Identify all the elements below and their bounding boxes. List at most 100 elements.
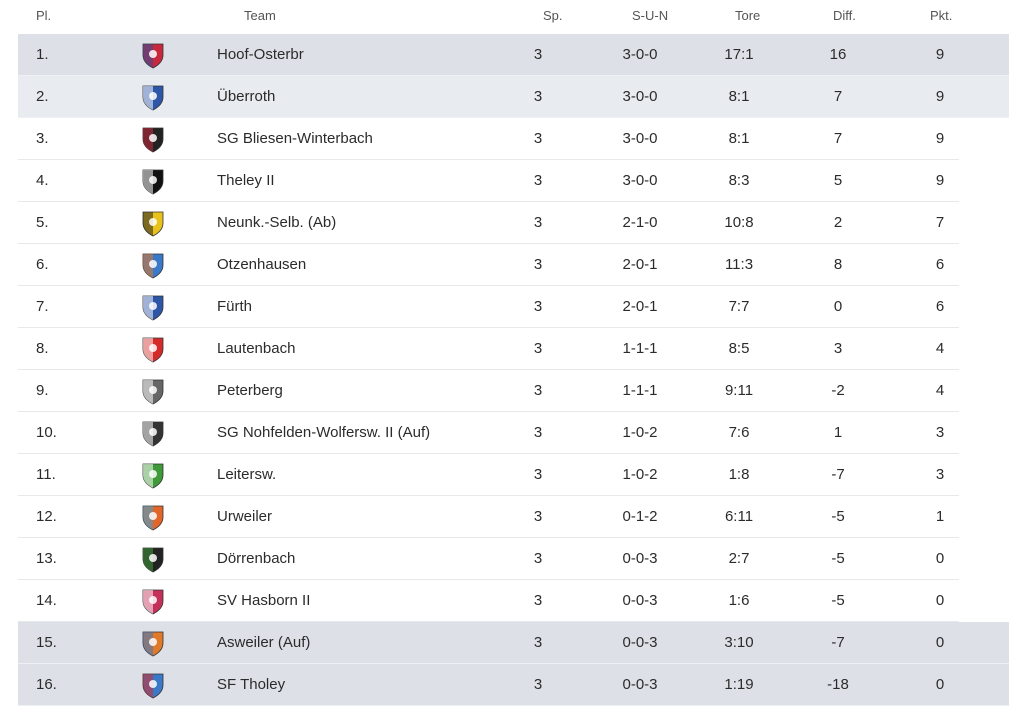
- team-name-link[interactable]: SG Bliesen-Winterbach: [217, 130, 373, 147]
- row-divider: [18, 159, 959, 160]
- goals-cell: 2:7: [728, 550, 750, 567]
- table-row[interactable]: 11. Leitersw. 3 1-0-2 1:8 -7 3: [18, 454, 1009, 496]
- points-cell: 7: [935, 214, 945, 231]
- leitersw-crest-icon: [139, 461, 167, 489]
- difference-cell: -18: [827, 676, 849, 693]
- wdl-cell: 0-0-3: [622, 634, 658, 651]
- difference-cell: 16: [829, 46, 847, 63]
- points-cell: 1: [935, 508, 945, 525]
- wdl-cell: 3-0-0: [622, 130, 658, 147]
- points-cell: 0: [935, 592, 945, 609]
- table-row[interactable]: 1. Hoof-Osterbr 3 3-0-0 17:1 16 9: [18, 34, 1009, 76]
- table-row[interactable]: 10. SG Nohfelden-Wolfersw. II (Auf) 3 1-0-2…: [18, 412, 1009, 454]
- table-row[interactable]: 15. Asweiler (Auf) 3 0-0-3 3:10 -7 0: [18, 622, 1009, 664]
- theley-crest-icon: [139, 167, 167, 195]
- difference-cell: 0: [833, 298, 843, 315]
- row-divider: [18, 369, 959, 370]
- wdl-cell: 0-1-2: [622, 508, 658, 525]
- wdl-cell: 2-0-1: [622, 256, 658, 273]
- asweiler-crest-icon: [139, 629, 167, 657]
- wdl-cell: 1-1-1: [622, 340, 658, 357]
- games-cell: 3: [533, 466, 543, 483]
- games-cell: 3: [533, 550, 543, 567]
- row-divider: [18, 579, 959, 580]
- team-name-link[interactable]: Lautenbach: [217, 340, 296, 357]
- team-name-link[interactable]: Peterberg: [217, 382, 283, 399]
- hasborn-crest-icon: [139, 587, 167, 615]
- team-name-link[interactable]: Hoof-Osterbr: [217, 46, 304, 63]
- header-difference: Diff.: [833, 8, 856, 23]
- place-cell: 1.: [36, 46, 49, 63]
- table-row[interactable]: 9. Peterberg 3 1-1-1 9:11 -2 4: [18, 370, 1009, 412]
- table-row[interactable]: 7. Fürth 3 2-0-1 7:7 0 6: [18, 286, 1009, 328]
- table-row[interactable]: 16. SF Tholey 3 0-0-3 1:19 -18 0: [18, 664, 1009, 706]
- team-name-link[interactable]: SF Tholey: [217, 676, 286, 693]
- goals-cell: 7:7: [728, 298, 750, 315]
- goals-cell: 7:6: [728, 424, 750, 441]
- wdl-cell: 3-0-0: [622, 88, 658, 105]
- table-row[interactable]: 4. Theley II 3 3-0-0 8:3 5 9: [18, 160, 1009, 202]
- goals-cell: 8:5: [728, 340, 750, 357]
- team-name-link[interactable]: Leitersw.: [217, 466, 277, 483]
- row-divider: [18, 705, 1009, 706]
- table-row[interactable]: 12. Urweiler 3 0-1-2 6:11 -5 1: [18, 496, 1009, 538]
- table-row[interactable]: 5. Neunk.-Selb. (Ab) 3 2-1-0 10:8 2 7: [18, 202, 1009, 244]
- place-cell: 9.: [36, 382, 49, 399]
- hoof-osterbr-crest-icon: [139, 41, 167, 69]
- sf-tholey-crest-icon: [139, 671, 167, 699]
- place-cell: 2.: [36, 88, 49, 105]
- difference-cell: -5: [831, 592, 845, 609]
- goals-cell: 1:6: [728, 592, 750, 609]
- points-cell: 0: [935, 550, 945, 567]
- points-cell: 6: [935, 298, 945, 315]
- table-row[interactable]: 3. SG Bliesen-Winterbach 3 3-0-0 8:1 7 9: [18, 118, 1009, 160]
- goals-cell: 10:8: [724, 214, 754, 231]
- doerrenbach-sfd-crest-icon: [139, 545, 167, 573]
- games-cell: 3: [533, 130, 543, 147]
- table-row[interactable]: 2. Überroth 3 3-0-0 8:1 7 9: [18, 76, 1009, 118]
- team-name-link[interactable]: Überroth: [217, 88, 276, 105]
- row-divider: [18, 663, 1009, 664]
- team-name-link[interactable]: Otzenhausen: [217, 256, 307, 273]
- points-cell: 9: [935, 46, 945, 63]
- games-cell: 3: [533, 46, 543, 63]
- goals-cell: 9:11: [724, 382, 754, 399]
- row-divider: [18, 621, 959, 622]
- place-cell: 5.: [36, 214, 49, 231]
- goals-cell: 11:3: [724, 256, 754, 273]
- row-divider: [18, 75, 1009, 76]
- wdl-cell: 1-1-1: [622, 382, 658, 399]
- games-cell: 3: [533, 508, 543, 525]
- team-name-link[interactable]: SG Nohfelden-Wolfersw. II (Auf): [217, 424, 431, 441]
- team-name-link[interactable]: Neunk.-Selb. (Ab): [217, 214, 337, 231]
- team-name-link[interactable]: Urweiler: [217, 508, 273, 525]
- team-name-link[interactable]: Theley II: [217, 172, 275, 189]
- header-team: Team: [244, 8, 276, 23]
- points-cell: 9: [935, 88, 945, 105]
- table-row[interactable]: 6. Otzenhausen 3 2-0-1 11:3 8 6: [18, 244, 1009, 286]
- otzenhausen-crest-icon: [139, 251, 167, 279]
- team-name-link[interactable]: SV Hasborn II: [217, 592, 311, 609]
- games-cell: 3: [533, 676, 543, 693]
- row-divider: [18, 117, 1009, 118]
- row-divider: [18, 411, 959, 412]
- place-cell: 11.: [36, 466, 56, 483]
- row-divider: [18, 537, 959, 538]
- row-divider: [18, 243, 959, 244]
- team-name-link[interactable]: Dörrenbach: [217, 550, 296, 567]
- place-cell: 12.: [36, 508, 57, 525]
- team-name-link[interactable]: Asweiler (Auf): [217, 634, 311, 651]
- place-cell: 8.: [36, 340, 49, 357]
- team-name-link[interactable]: Fürth: [217, 298, 253, 315]
- goals-cell: 8:1: [728, 88, 750, 105]
- games-cell: 3: [533, 634, 543, 651]
- header-wdl: S-U-N: [632, 8, 669, 23]
- wdl-cell: 0-0-3: [622, 592, 658, 609]
- table-row[interactable]: 8. Lautenbach 3 1-1-1 8:5 3 4: [18, 328, 1009, 370]
- difference-cell: 8: [833, 256, 843, 273]
- difference-cell: -5: [831, 550, 845, 567]
- table-row[interactable]: 14. SV Hasborn II 3 0-0-3 1:6 -5 0: [18, 580, 1009, 622]
- points-cell: 3: [935, 466, 945, 483]
- table-row[interactable]: 13. Dörrenbach 3 0-0-3 2:7 -5 0: [18, 538, 1009, 580]
- difference-cell: 3: [833, 340, 843, 357]
